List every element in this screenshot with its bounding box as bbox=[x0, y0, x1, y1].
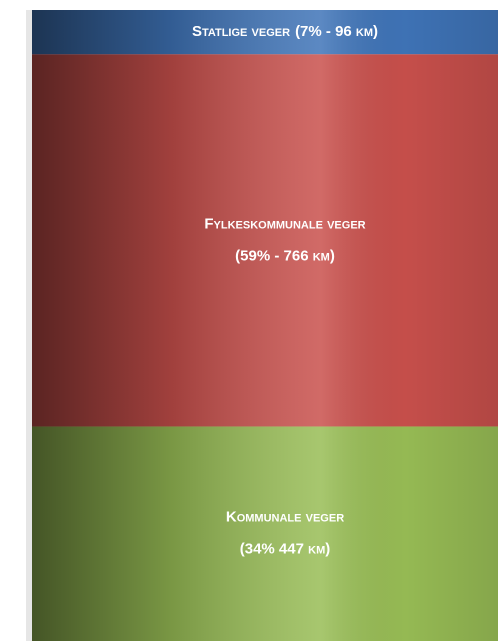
segment-name: Kommunale veger bbox=[226, 509, 344, 526]
segment-shading bbox=[32, 426, 498, 641]
segment-label: Statlige veger (7% - 96 km) bbox=[192, 23, 378, 40]
segment-shading bbox=[32, 10, 498, 55]
segment-value-label: (7% - 96 km) bbox=[295, 23, 378, 40]
labels: Kommunale veger (34% 447 km) Fylkeskommuna… bbox=[192, 23, 378, 558]
segment-shading bbox=[32, 54, 498, 427]
segment-name: Statlige veger bbox=[192, 23, 290, 40]
segment-name: Fylkeskommunale veger bbox=[204, 215, 365, 232]
frame-strip bbox=[26, 10, 32, 641]
bars bbox=[32, 10, 498, 641]
segment-value-label: (34% 447 km) bbox=[240, 541, 330, 558]
segment-value-label: (59% - 766 km) bbox=[235, 247, 335, 264]
